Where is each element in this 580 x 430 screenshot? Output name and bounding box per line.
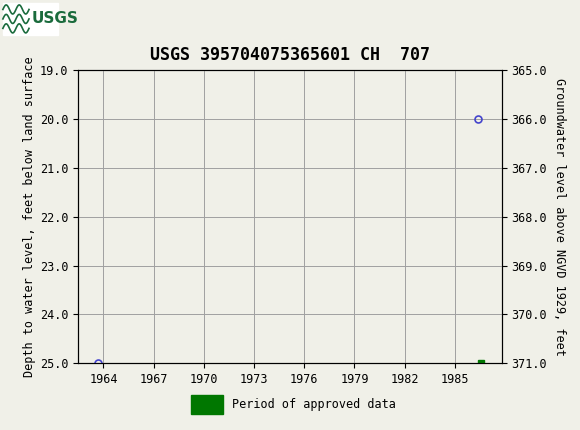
Text: USGS: USGS [32,12,79,26]
Text: USGS 395704075365601 CH  707: USGS 395704075365601 CH 707 [150,46,430,64]
FancyBboxPatch shape [3,3,58,35]
Y-axis label: Groundwater level above NGVD 1929, feet: Groundwater level above NGVD 1929, feet [553,78,566,356]
Y-axis label: Depth to water level, feet below land surface: Depth to water level, feet below land su… [23,56,36,377]
Bar [191,395,223,414]
Text: Period of approved data: Period of approved data [232,398,396,411]
